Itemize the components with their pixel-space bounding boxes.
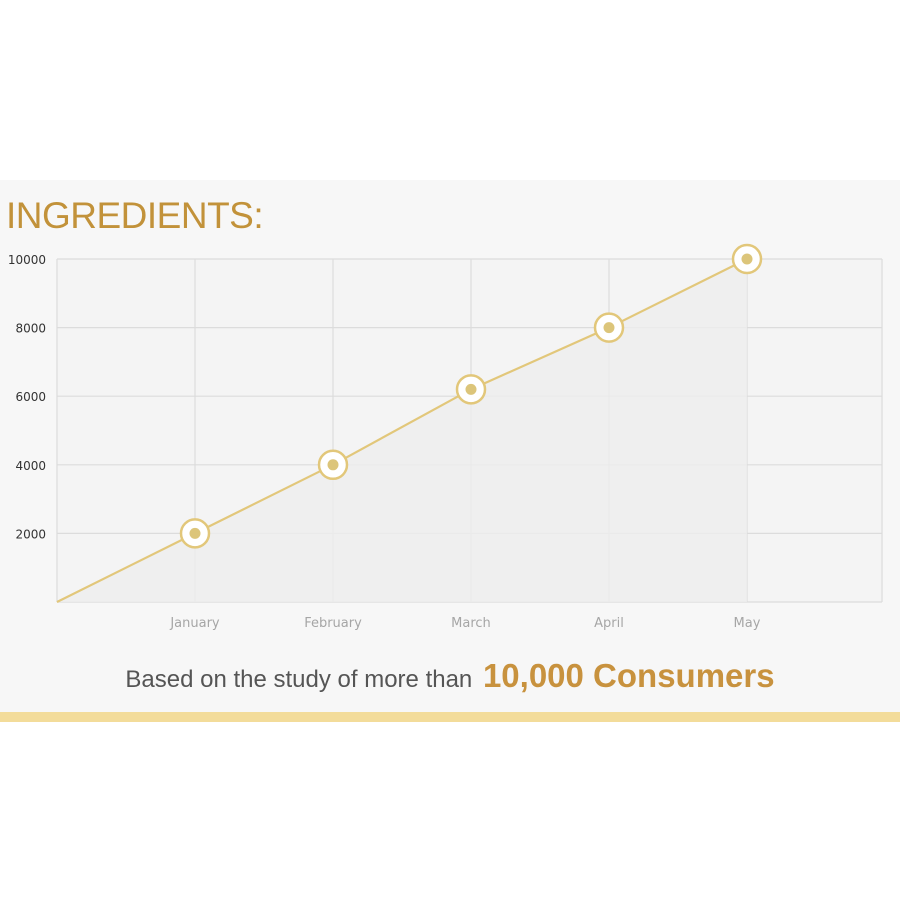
- data-point: [455, 374, 487, 405]
- series-line: [56, 258, 748, 603]
- y-tick-label: 4000: [15, 459, 46, 473]
- data-point: [731, 243, 763, 275]
- y-axis-ticks: 2000 4000 6000 8000 10000: [8, 253, 46, 541]
- line-chart: 2000 4000 6000 8000 10000 January February Mar…: [8, 243, 883, 631]
- y-tick-label: 6000: [15, 390, 46, 404]
- chart-points-layer: [179, 243, 763, 549]
- data-point-dot: [327, 459, 339, 471]
- study-caption: Based on the study of more than 10,000 C…: [0, 652, 900, 704]
- caption-text: Based on the study of more than: [125, 666, 473, 693]
- data-point-dot: [741, 253, 753, 265]
- x-axis-ticks: January February March April May: [169, 616, 760, 631]
- data-point-dot: [603, 322, 615, 334]
- x-tick-label: February: [304, 616, 362, 631]
- x-tick-label: May: [734, 616, 761, 631]
- x-tick-label: January: [169, 616, 220, 631]
- data-point: [593, 312, 625, 343]
- data-point-dot: [465, 383, 477, 395]
- x-tick-label: March: [451, 616, 491, 631]
- y-tick-label: 2000: [15, 527, 46, 541]
- x-tick-label: April: [594, 616, 624, 631]
- data-point: [317, 449, 349, 481]
- data-point-dot: [189, 527, 201, 539]
- y-tick-label: 10000: [8, 253, 46, 267]
- bottom-accent-strip: [0, 712, 900, 722]
- chart-line-layer: [56, 258, 748, 603]
- page-title: INGREDIENTS:: [6, 195, 264, 236]
- y-tick-label: 8000: [15, 322, 46, 336]
- caption-highlight: 10,000 Consumers: [482, 657, 775, 694]
- data-point: [179, 518, 211, 549]
